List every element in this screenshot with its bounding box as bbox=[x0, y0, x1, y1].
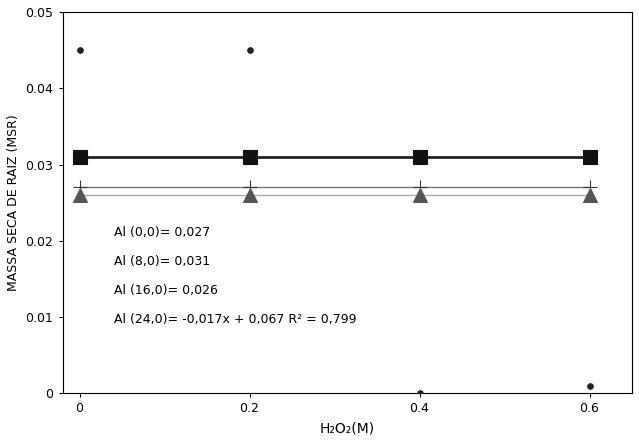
Point bbox=[245, 184, 255, 191]
Point bbox=[585, 153, 595, 160]
Y-axis label: MASSA SECA DE RAIZ (MSR): MASSA SECA DE RAIZ (MSR) bbox=[7, 114, 20, 291]
Point bbox=[74, 46, 84, 53]
Point bbox=[74, 153, 84, 160]
Text: Al (0,0)= 0,027: Al (0,0)= 0,027 bbox=[114, 225, 210, 239]
Point bbox=[585, 382, 595, 389]
Point bbox=[415, 184, 425, 191]
X-axis label: H₂O₂(M): H₂O₂(M) bbox=[320, 421, 375, 435]
Point bbox=[245, 46, 255, 53]
Text: Al (16,0)= 0,026: Al (16,0)= 0,026 bbox=[114, 284, 217, 297]
Point bbox=[245, 153, 255, 160]
Point bbox=[415, 191, 425, 198]
Point bbox=[585, 191, 595, 198]
Point bbox=[585, 184, 595, 191]
Point bbox=[74, 191, 84, 198]
Point bbox=[74, 184, 84, 191]
Text: Al (24,0)= -0,017x + 0,067 R² = 0,799: Al (24,0)= -0,017x + 0,067 R² = 0,799 bbox=[114, 312, 356, 326]
Point bbox=[415, 390, 425, 397]
Point bbox=[415, 153, 425, 160]
Point bbox=[245, 191, 255, 198]
Text: Al (8,0)= 0,031: Al (8,0)= 0,031 bbox=[114, 255, 210, 267]
